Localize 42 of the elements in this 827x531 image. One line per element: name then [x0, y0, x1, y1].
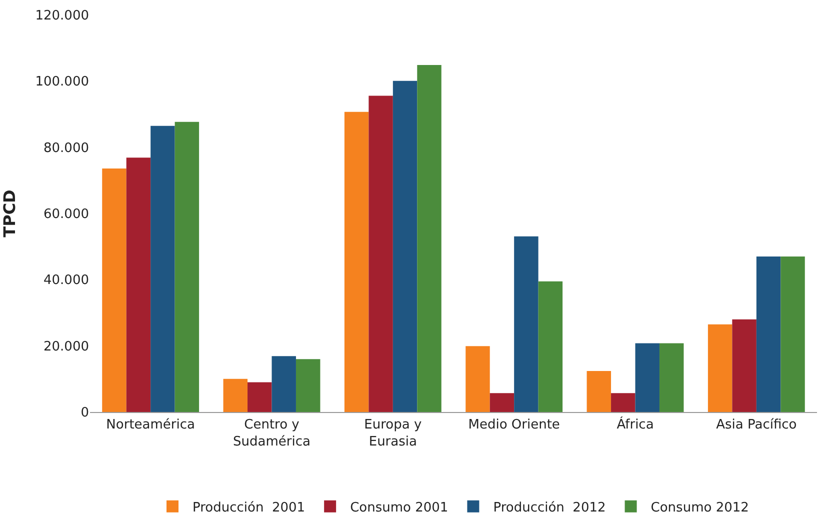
bar	[150, 126, 175, 412]
bar	[490, 393, 514, 412]
y-tick-label: 0	[80, 406, 89, 421]
bar	[126, 158, 151, 412]
bar	[102, 168, 126, 412]
bar	[344, 112, 369, 412]
bar	[248, 382, 272, 412]
bar	[659, 343, 684, 412]
bar	[611, 393, 636, 412]
bar	[732, 319, 756, 412]
bar	[586, 370, 612, 412]
y-tick-label: 60.000	[44, 207, 89, 222]
y-tick-label: 80.000	[44, 140, 89, 156]
y-tick-label: 40.000	[44, 273, 89, 288]
x-tick-label: África	[616, 416, 654, 433]
bar	[466, 346, 490, 412]
bar	[392, 80, 418, 412]
bar	[780, 256, 805, 412]
bar	[538, 281, 563, 412]
legend-label: Consumo 2001	[350, 500, 448, 516]
bar	[514, 236, 538, 412]
bar	[368, 96, 393, 412]
bar	[635, 343, 660, 412]
x-tick-label: Centro y Sudamérica	[233, 418, 310, 450]
x-tick-label: Norteamérica	[106, 418, 195, 433]
bar	[417, 64, 442, 412]
bar	[708, 324, 732, 412]
bar	[296, 359, 320, 412]
bar	[756, 256, 781, 412]
y-tick-label: 100.000	[35, 74, 89, 90]
bar	[223, 378, 248, 412]
legend-label: Producción 2001	[192, 500, 306, 516]
legend-label: Producción 2012	[493, 500, 606, 516]
x-tick-label: Asia Pacífico	[716, 418, 797, 433]
bar	[174, 122, 200, 412]
y-tick-label: 20.000	[44, 339, 89, 354]
bar	[272, 356, 296, 412]
y-axis-title: TPCD	[0, 190, 20, 238]
y-tick-label: 120.000	[35, 8, 89, 24]
x-tick-label: Europa y Eurasia	[364, 418, 422, 450]
x-tick-label: Medio Oriente	[468, 418, 560, 433]
legend-label: Consumo 2012	[650, 500, 749, 516]
